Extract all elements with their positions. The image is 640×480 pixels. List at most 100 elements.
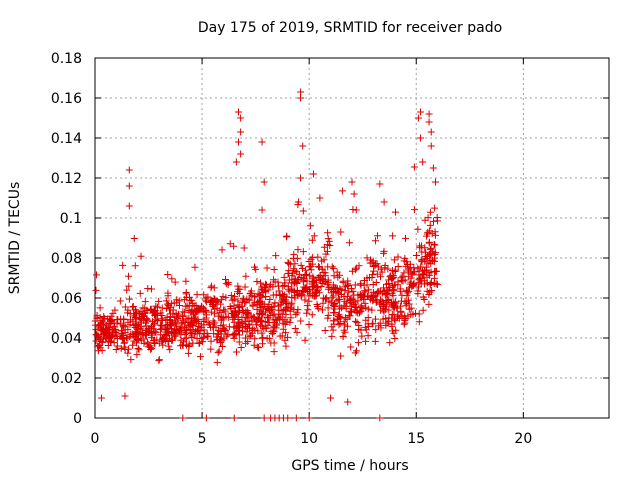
data-point — [301, 336, 309, 344]
data-point — [316, 272, 324, 280]
data-point — [357, 294, 365, 302]
data-point — [242, 313, 250, 321]
data-point — [358, 332, 366, 340]
data-point — [135, 346, 143, 354]
data-point — [299, 207, 307, 215]
y-tick-label: 0.18 — [51, 51, 82, 67]
data-point — [150, 319, 158, 327]
data-point — [411, 206, 419, 214]
data-point — [282, 329, 290, 337]
data-point — [158, 322, 166, 330]
data-point — [322, 295, 330, 303]
data-point — [356, 290, 364, 298]
data-point — [352, 304, 360, 312]
data-point — [132, 334, 140, 342]
axis-ticks: 0 5 10 15 20 0 0.02 0.04 0.06 0.08 0.1 0.12 0.14 0.16… — [51, 51, 609, 447]
data-point — [106, 333, 114, 341]
data-point — [124, 334, 132, 342]
data-point — [137, 252, 145, 260]
data-point — [366, 259, 374, 267]
data-point — [191, 313, 199, 321]
data-point — [258, 138, 266, 146]
data-point — [403, 287, 411, 295]
data-point — [369, 297, 377, 305]
data-point — [136, 289, 144, 297]
data-point — [113, 330, 121, 338]
data-point — [200, 308, 208, 316]
data-point — [384, 297, 392, 305]
data-point — [264, 314, 272, 322]
data-point — [224, 281, 232, 289]
data-point — [423, 232, 431, 240]
data-point — [279, 319, 287, 327]
data-point — [235, 285, 243, 293]
data-point — [247, 312, 255, 320]
data-point — [221, 276, 229, 284]
data-point — [390, 300, 398, 308]
data-point — [131, 320, 139, 328]
data-point — [431, 249, 439, 257]
data-point — [427, 268, 435, 276]
data-point — [368, 271, 376, 279]
data-point — [260, 283, 268, 291]
data-point — [370, 293, 378, 301]
y-tick-label: 0.1 — [60, 211, 82, 227]
data-point — [222, 280, 230, 288]
data-point — [329, 317, 337, 325]
data-point — [184, 349, 192, 357]
data-point — [391, 317, 399, 325]
data-point — [342, 305, 350, 313]
data-point — [229, 331, 237, 339]
data-point — [245, 296, 253, 304]
data-point — [123, 286, 131, 294]
data-point — [345, 288, 353, 296]
data-point — [414, 225, 422, 233]
data-point — [279, 293, 287, 301]
data-point — [257, 321, 265, 329]
data-point — [270, 348, 278, 356]
data-point — [378, 268, 386, 276]
data-point — [371, 315, 379, 323]
data-point — [237, 128, 245, 136]
data-point — [281, 316, 289, 324]
data-point — [371, 337, 379, 345]
data-point — [291, 324, 299, 332]
data-point — [221, 306, 229, 314]
data-point — [261, 300, 269, 308]
data-point — [347, 295, 355, 303]
data-point — [224, 313, 232, 321]
data-point — [142, 316, 150, 324]
data-point — [254, 290, 262, 298]
data-point — [117, 320, 125, 328]
data-point — [350, 190, 358, 198]
data-point — [308, 311, 316, 319]
data-point — [308, 280, 316, 288]
data-point — [254, 327, 262, 335]
data-point — [390, 256, 398, 264]
data-point — [188, 307, 196, 315]
data-point — [343, 299, 351, 307]
data-point — [386, 339, 394, 347]
data-point — [153, 303, 161, 311]
data-point — [339, 278, 347, 286]
data-point — [309, 170, 317, 178]
data-point — [293, 328, 301, 336]
data-point — [193, 291, 201, 299]
data-point — [401, 297, 409, 305]
data-point — [362, 337, 370, 345]
data-point — [270, 339, 278, 347]
data-point — [320, 269, 328, 277]
data-point — [394, 262, 402, 270]
data-point — [238, 298, 246, 306]
data-point — [158, 337, 166, 345]
data-point — [380, 287, 388, 295]
data-point — [383, 319, 391, 327]
data-point — [423, 287, 431, 295]
data-point — [93, 311, 101, 319]
data-point — [429, 217, 437, 225]
data-point — [341, 328, 349, 336]
data-point — [215, 347, 223, 355]
data-point — [406, 260, 414, 268]
data-point — [290, 250, 298, 258]
data-point — [117, 333, 125, 341]
